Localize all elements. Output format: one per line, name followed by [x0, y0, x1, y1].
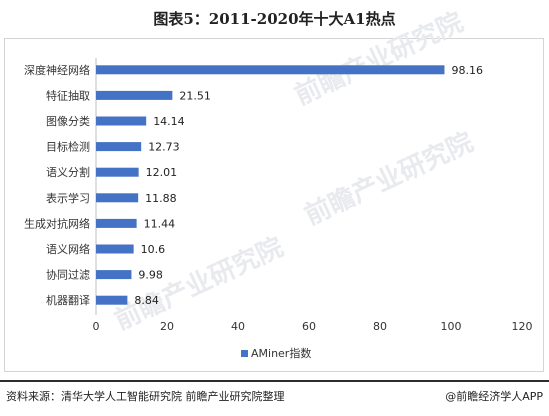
x-tick-label: 60 — [302, 320, 316, 333]
data-label: 8.84 — [134, 294, 159, 307]
bar — [96, 295, 128, 305]
data-label: 9.98 — [138, 269, 163, 282]
watermark: 前瞻产业研究院 — [290, 6, 468, 111]
category-label: 目标检测 — [46, 140, 90, 154]
bar — [96, 90, 173, 100]
brand-credit: @前瞻经济学人APP — [445, 390, 543, 403]
source-note: 资料来源：清华大学人工智能研究院 前瞻产业研究院整理 — [6, 390, 285, 403]
category-label: 机器翻译 — [46, 293, 90, 307]
category-label: 图像分类 — [46, 114, 90, 128]
x-tick-label: 20 — [160, 320, 174, 333]
legend-label: AMiner指数 — [251, 346, 311, 360]
data-label: 11.44 — [144, 217, 176, 230]
x-tick-label: 0 — [93, 320, 100, 333]
chart-title: 图表5：2011-2020年十大A1热点 — [153, 10, 396, 28]
data-label: 14.14 — [153, 115, 185, 128]
x-tick-label: 100 — [441, 320, 462, 333]
x-tick-label: 120 — [512, 320, 533, 333]
watermark: 前瞻产业研究院 — [110, 231, 288, 336]
bar — [96, 116, 147, 126]
watermark: 前瞻产业研究院 — [300, 126, 478, 231]
bar — [96, 193, 139, 203]
footer: 资料来源：清华大学人工智能研究院 前瞻产业研究院整理 @前瞻经济学人APP — [0, 380, 549, 410]
bar — [96, 218, 137, 228]
bar — [96, 167, 139, 177]
legend-swatch — [241, 350, 248, 357]
bar — [96, 142, 142, 152]
chart-frame — [4, 38, 544, 372]
data-label: 98.16 — [451, 64, 483, 77]
data-label: 21.51 — [179, 89, 211, 102]
data-label: 11.88 — [145, 192, 177, 205]
bar — [96, 65, 445, 75]
x-tick-label: 40 — [231, 320, 245, 333]
category-label: 深度神经网络 — [24, 63, 90, 77]
category-label: 语义分割 — [46, 165, 90, 179]
x-tick-label: 80 — [373, 320, 387, 333]
bar — [96, 244, 134, 254]
bar — [96, 270, 132, 280]
data-label: 12.73 — [148, 141, 180, 154]
category-label: 特征抽取 — [46, 88, 90, 102]
category-label: 生成对抗网络 — [24, 216, 90, 230]
category-label: 协同过滤 — [46, 268, 90, 282]
category-label: 语义网络 — [46, 242, 90, 256]
data-label: 10.6 — [141, 243, 166, 256]
data-label: 12.01 — [146, 166, 178, 179]
category-label: 表示学习 — [46, 191, 90, 205]
